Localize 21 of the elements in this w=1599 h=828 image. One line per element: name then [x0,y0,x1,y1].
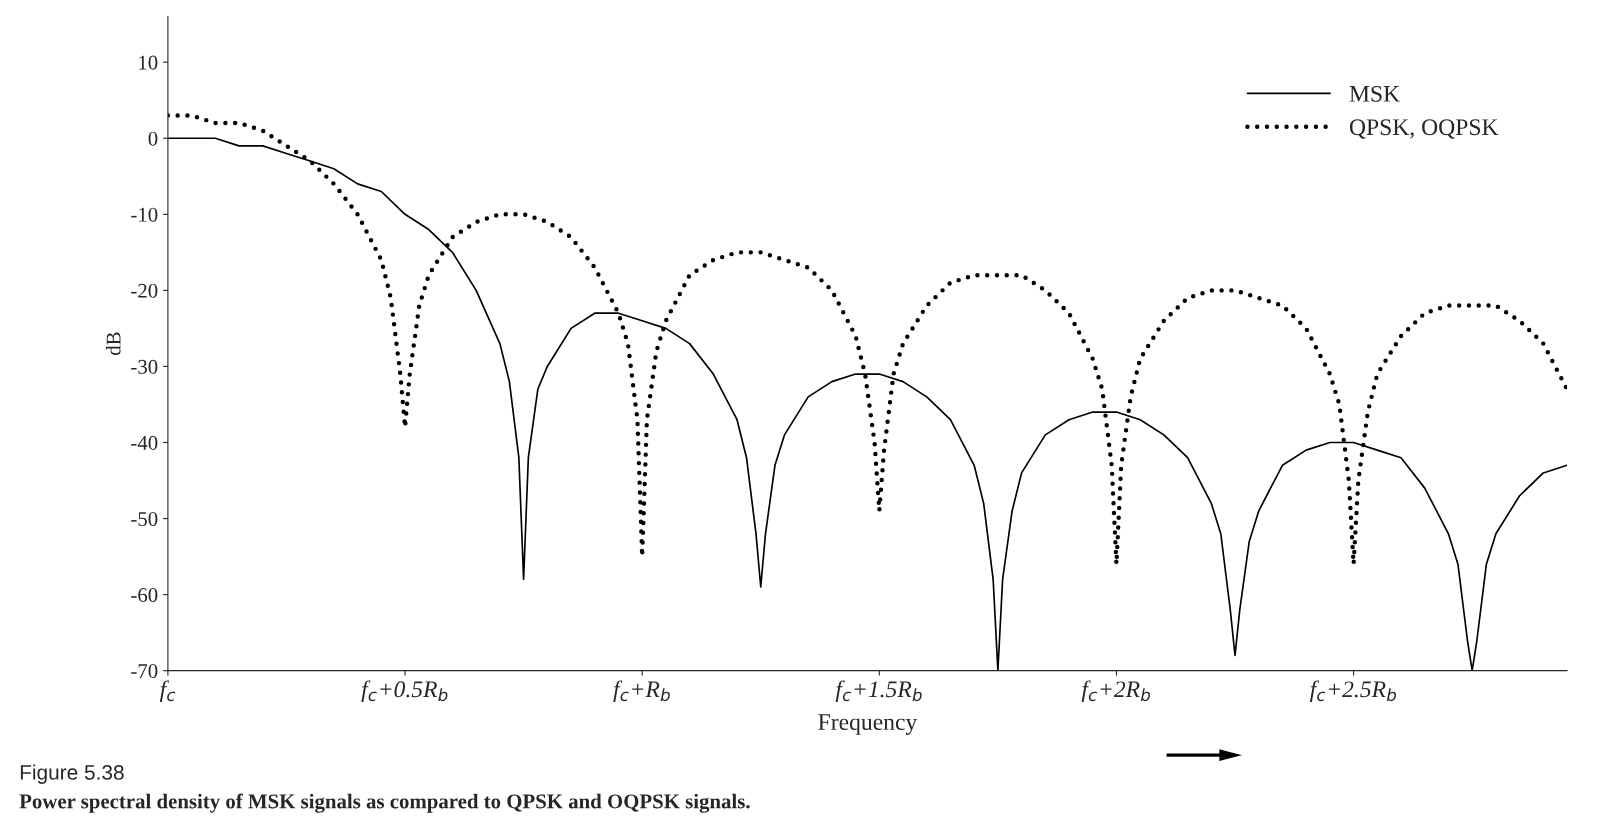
y-tick-label: -40 [131,435,158,450]
y-axis-title: dB [105,332,121,356]
y-tick-label: -50 [131,511,158,526]
x-axis-title: Frequency [818,714,918,735]
caption: Figure 5.38 [20,764,124,784]
x-tick-label: f$_{c}$+0.5R$_{b}$ [361,680,448,703]
legend-label: QPSK, OQPSK [1349,119,1499,139]
x-tick-label: f$_{c}$+1.5R$_{b}$ [835,680,922,703]
y-tick-label: -70 [131,664,158,679]
y-tick-label: -30 [131,359,158,374]
x-tick-label: f$_{c}$+R$_{b}$ [613,680,670,703]
y-tick-label: -10 [131,207,158,222]
y-tick-label: -20 [131,283,158,298]
x-tick-label: f$_{c}$+2.5R$_{b}$ [1309,680,1396,703]
text: Power spectral density of MSK signals as compared to QPSK and OQPSK signals. [19,793,750,813]
legend-label: MSK [1349,85,1400,102]
x-tick-label: f$_{c}$+2R$_{b}$ [1081,680,1150,703]
y-tick-label: -60 [131,587,158,603]
y-tick-label: 10 [139,55,158,70]
x-tick-label: f$_{c}$ [159,680,176,703]
y-tick-label: 0 [148,131,158,146]
